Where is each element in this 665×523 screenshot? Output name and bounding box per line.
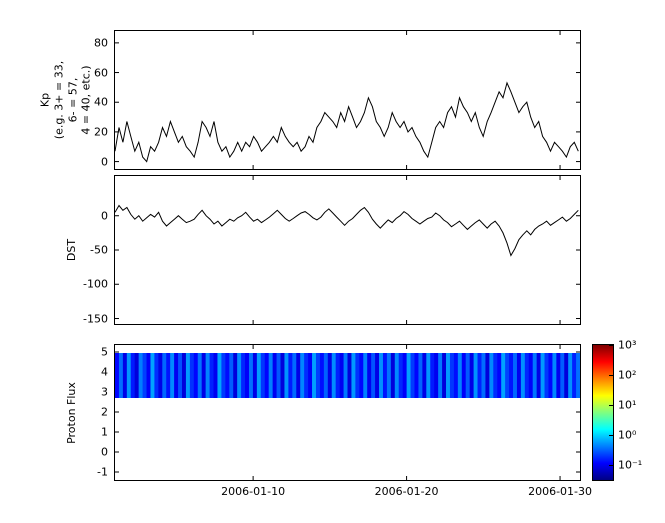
colorbar-tick-label: 10⁰ — [618, 428, 637, 442]
flux-y-tick-label: 3 — [101, 385, 108, 399]
colorbar — [592, 344, 614, 481]
proton-flux-spectrogram — [115, 345, 580, 480]
colorbar-gradient — [593, 345, 613, 480]
flux-y-tick-label: 0 — [101, 445, 108, 459]
kp-y-tick-label: 60 — [94, 66, 108, 80]
x-tick-label: 2006-01-20 — [374, 485, 439, 498]
kp-line-plot — [115, 31, 580, 169]
dst-y-tick-label: -100 — [83, 277, 108, 291]
colorbar-tick-label: 10¹ — [618, 398, 637, 412]
flux-y-tick-label: 1 — [101, 425, 108, 439]
colorbar-tick-label: 10⁻¹ — [618, 458, 643, 472]
kp-axes — [114, 30, 581, 170]
flux-y-tick-label: -1 — [97, 465, 108, 479]
colorbar-tick-label: 10³ — [618, 338, 637, 352]
kp-y-tick-label: 20 — [94, 125, 108, 139]
colorbar-tick — [609, 465, 613, 466]
dst-y-tick-label: 0 — [101, 209, 108, 223]
dst-ylabel: DST — [65, 238, 79, 262]
colorbar-tick — [609, 405, 613, 406]
x-tick-label: 2006-01-10 — [221, 485, 286, 498]
proton-flux-ylabel: Proton Flux — [65, 381, 79, 444]
colorbar-tick-label: 10² — [618, 368, 637, 382]
kp-ylabel: Kp (e.g. 3+ = 33, 6- = 57, 4 = 40, etc.) — [38, 60, 93, 140]
x-tick-label: 2006-01-30 — [528, 485, 593, 498]
kp-y-tick-label: 0 — [101, 155, 108, 169]
dst-line-plot — [115, 176, 580, 324]
dst-y-tick-label: -50 — [90, 243, 108, 257]
dst-y-tick-label: -150 — [83, 312, 108, 326]
flux-y-tick-label: 4 — [101, 365, 108, 379]
kp-y-tick-label: 40 — [94, 95, 108, 109]
flux-y-tick-label: 5 — [101, 345, 108, 359]
kp-y-tick-label: 80 — [94, 36, 108, 50]
proton-flux-axes — [114, 344, 581, 481]
dst-axes — [114, 175, 581, 325]
colorbar-tick — [609, 345, 613, 346]
flux-y-tick-label: 2 — [101, 405, 108, 419]
colorbar-tick — [609, 435, 613, 436]
colorbar-tick — [609, 375, 613, 376]
